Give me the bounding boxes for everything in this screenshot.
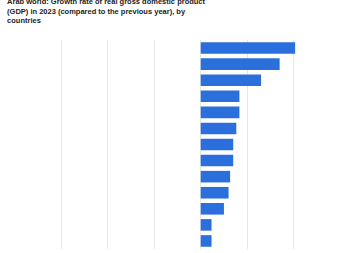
svg-text:Arab world: Growth rate of rea: Arab world: Growth rate of real gross do… (7, 0, 205, 25)
